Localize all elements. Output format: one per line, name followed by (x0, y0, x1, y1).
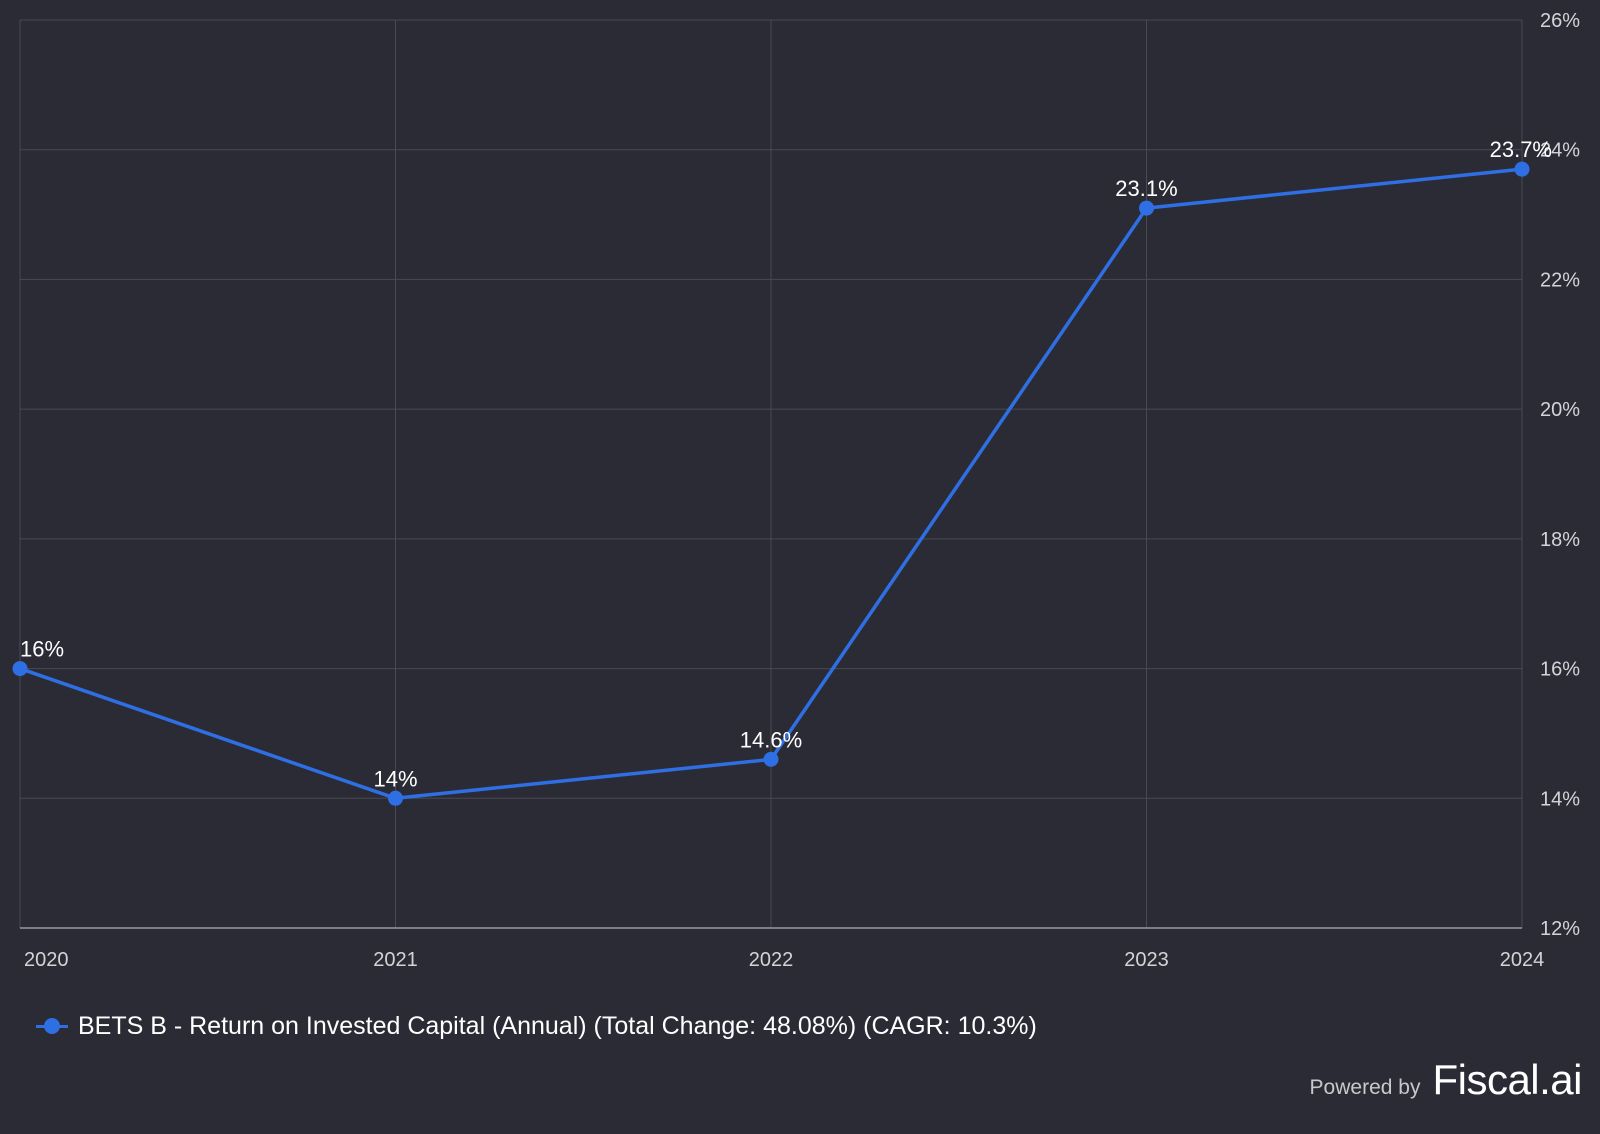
data-label: 23.1% (1115, 176, 1177, 201)
legend-label: BETS B - Return on Invested Capital (Ann… (78, 1011, 1037, 1040)
x-tick-label: 2023 (1124, 949, 1169, 971)
data-point (1514, 161, 1530, 177)
data-point (763, 751, 779, 767)
legend-line-dot-icon (36, 1016, 68, 1036)
data-point (388, 790, 403, 806)
y-tick-label: 18% (1540, 529, 1580, 551)
powered-by-text: Powered by (1309, 1076, 1421, 1099)
data-label: 14% (373, 766, 417, 791)
legend[interactable]: BETS B - Return on Invested Capital (Ann… (36, 1008, 1037, 1044)
y-tick-label: 22% (1540, 269, 1580, 291)
x-tick-label: 2024 (1500, 949, 1545, 971)
y-tick-label: 12% (1540, 918, 1580, 940)
data-label: 23.7% (1490, 137, 1552, 162)
data-label: 14.6% (740, 727, 802, 752)
data-point (12, 661, 28, 677)
y-tick-label: 26% (1540, 10, 1580, 32)
x-tick-label: 2020 (24, 949, 69, 971)
x-tick-label: 2021 (373, 949, 418, 971)
y-tick-label: 16% (1540, 659, 1580, 681)
x-tick-label: 2022 (749, 949, 794, 971)
y-tick-label: 20% (1540, 399, 1580, 421)
y-tick-label: 14% (1540, 788, 1580, 810)
data-label: 16% (20, 637, 64, 662)
y-tick-label: 24% (1540, 140, 1580, 162)
brand-logo-text: Fiscal.ai (1432, 1056, 1582, 1103)
legend-dot (44, 1018, 60, 1034)
data-point (1139, 200, 1154, 216)
branding: Powered by Fiscal.ai (1309, 1056, 1583, 1104)
